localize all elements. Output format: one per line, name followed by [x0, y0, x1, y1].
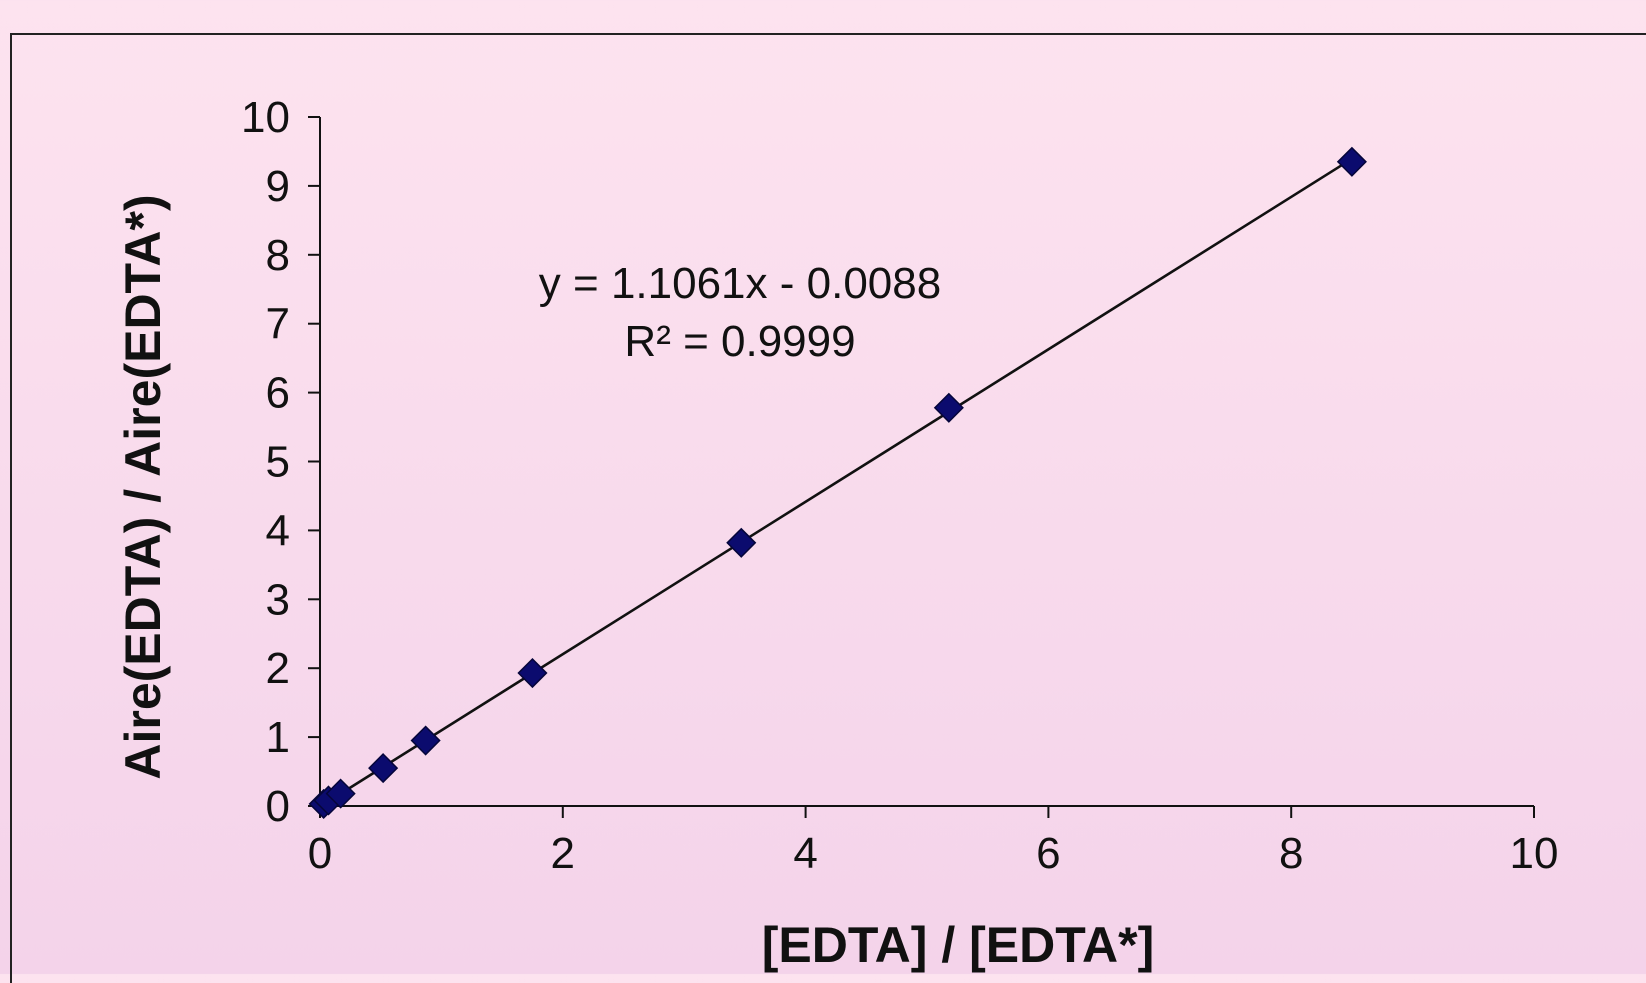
regression-equation: y = 1.1061x - 0.0088 [539, 259, 941, 308]
y-tick-label: 5 [266, 438, 290, 487]
x-tick-label: 10 [1510, 829, 1559, 878]
y-tick-label: 10 [241, 93, 290, 142]
x-tick-label: 6 [1036, 829, 1060, 878]
data-point [726, 527, 757, 558]
y-tick-label: 3 [266, 575, 290, 624]
y-tick-label: 7 [266, 300, 290, 349]
data-point [1336, 146, 1367, 177]
y-tick-label: 9 [266, 162, 290, 211]
axes [319, 117, 1534, 807]
y-axis-ticks: 0 1 2 3 4 5 6 7 8 9 10 [241, 93, 320, 831]
chart-frame [10, 33, 1646, 983]
trendline [319, 157, 1353, 808]
y-tick-label: 2 [266, 644, 290, 693]
x-tick-label: 4 [793, 829, 817, 878]
y-tick-label: 6 [266, 369, 290, 418]
data-points [308, 146, 1367, 819]
x-axis-ticks: 0 2 4 6 8 10 [308, 806, 1559, 878]
data-point [933, 392, 964, 423]
x-tick-label: 0 [308, 829, 332, 878]
y-tick-label: 1 [266, 713, 290, 762]
data-point [410, 725, 441, 756]
data-point [325, 778, 356, 809]
y-tick-label: 8 [266, 231, 290, 280]
y-tick-label: 0 [266, 782, 290, 831]
y-tick-label: 4 [266, 506, 290, 555]
r-squared-label: R² = 0.9999 [624, 317, 855, 366]
y-axis-title: Aire(EDTA) / Aire(EDTA*) [115, 194, 171, 779]
data-point [368, 753, 399, 784]
x-axis-title: [EDTA] / [EDTA*] [762, 917, 1155, 973]
x-tick-label: 8 [1279, 829, 1303, 878]
data-point [517, 657, 548, 689]
x-tick-label: 2 [551, 829, 575, 878]
